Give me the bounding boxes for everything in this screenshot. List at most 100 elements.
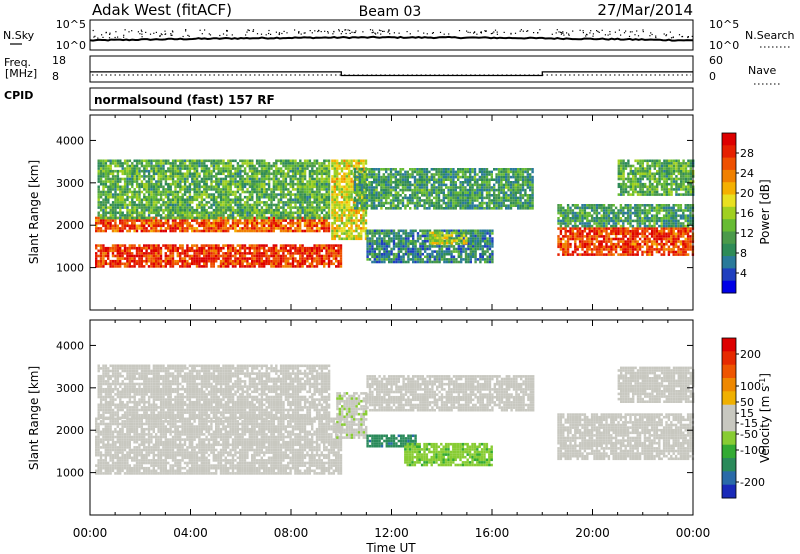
heatmap-cell [181,188,184,191]
heatmap-cell [483,207,486,210]
heatmap-cell [126,159,129,163]
heatmap-cell [263,254,266,258]
heatmap-cell [345,237,348,241]
heatmap-cell [345,185,348,189]
noise-dot [387,31,389,33]
heatmap-cell [241,214,244,217]
heatmap-cell [350,229,353,233]
heatmap-cell [200,180,204,183]
heatmap-cell [284,257,287,260]
heatmap-cell [308,193,312,196]
heatmap-cell [179,206,182,209]
heatmap-cell [97,198,100,202]
heatmap-cell [181,172,184,176]
heatmap-cell [348,185,351,189]
heatmap-cell [260,244,263,247]
heatmap-cell [338,206,341,209]
heatmap-cell [229,193,232,196]
heatmap-cell [255,203,259,207]
heatmap-cell [222,164,225,168]
heatmap-cell [260,224,263,228]
heatmap-cell [284,180,288,183]
heatmap-cell [437,186,441,189]
heatmap-cell [335,257,338,260]
heatmap-cell [119,206,122,209]
heatmap-cell [135,190,139,194]
heatmap-cell [181,227,184,230]
heatmap-cell [325,177,328,181]
heatmap-cell [107,159,110,163]
heatmap-cell [485,178,489,181]
heatmap-cell [210,216,213,220]
heatmap-cell [306,259,309,263]
heatmap-cell [282,172,285,176]
heatmap-cell [102,257,105,260]
heatmap-cell [251,182,254,186]
heatmap-cell [531,168,534,171]
heatmap-cell [140,190,144,194]
heatmap-cell [229,190,232,194]
heatmap-cell [366,237,369,240]
heatmap-cell [239,180,242,183]
heatmap-cell [284,185,288,189]
heatmap-cell [488,188,491,192]
heatmap-cell [265,182,268,186]
heatmap-cell [311,252,314,255]
heatmap-cell [327,190,331,194]
heatmap-cell [234,254,237,258]
heatmap-cell [394,173,397,176]
heatmap-cell [343,237,346,241]
heatmap-cell [102,206,105,209]
heatmap-cell [121,214,124,217]
heatmap-cell [241,182,244,186]
heatmap-cell [260,219,263,222]
heatmap-cell [109,177,112,181]
heatmap-cell [234,246,237,250]
heatmap-cell [385,183,388,187]
heatmap-cell [289,190,292,194]
heatmap-cell [265,259,268,263]
heatmap-cell [255,177,259,181]
heatmap-cell [502,173,505,176]
heatmap-cell [318,193,321,196]
heatmap-cell [421,173,424,176]
heatmap-cell [260,162,264,165]
heatmap-cell [191,246,194,250]
heatmap-cell [323,198,326,202]
heatmap-cell [159,227,163,230]
noise-dot [300,33,302,35]
heatmap-cell [502,204,505,207]
heatmap-cell [308,216,312,220]
heatmap-cell [155,257,158,260]
heatmap-cell [423,186,426,189]
heatmap-cell [514,201,517,205]
heatmap-cell [179,167,182,170]
heatmap-cell [114,164,117,168]
heatmap-cell [164,203,168,207]
heatmap-cell [217,257,220,260]
heatmap-cell [289,211,292,215]
heatmap-cell [203,211,206,215]
heatmap-cell [231,221,235,225]
heatmap-cell [188,201,192,204]
heatmap-cell [529,168,532,171]
heatmap-cell [227,227,230,230]
heatmap-cell [217,180,220,183]
heatmap-cell [231,219,235,222]
heatmap-cell [215,244,218,247]
heatmap-cell [107,180,110,183]
heatmap-cell [227,265,230,268]
heatmap-cell [294,201,297,204]
heatmap-cell [336,185,339,189]
heatmap-cell [95,265,98,268]
heatmap-cell [167,211,170,215]
heatmap-cell [318,198,321,202]
heatmap-cell [301,175,304,178]
heatmap-cell [195,206,199,209]
heatmap-cell [99,177,103,181]
heatmap-cell [131,180,134,183]
heatmap-cell [291,175,295,178]
heatmap-cell [421,191,424,194]
noise-dot [164,30,166,32]
heatmap-cell [114,265,117,268]
